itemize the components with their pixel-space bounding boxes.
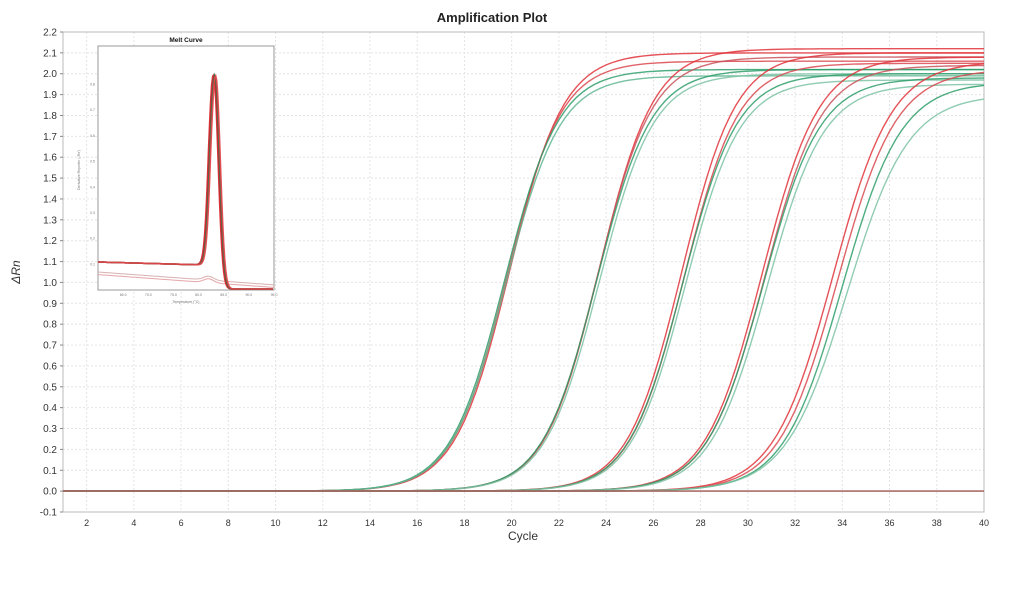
melt-curve-inset: Melt Curve 65.0 70.0 75.0 80.0 85.0 90.0 95.0 0…: [77, 37, 277, 304]
inset-y-label: Derivative Reporter (-Rn'): [77, 150, 81, 190]
x-axis: 2 4 6 8 10 12 14 16 18 20 22 24 26 28 30 32 34 36 38 40: [84, 518, 989, 528]
inset-title: Melt Curve: [169, 37, 203, 44]
x-tick-label: 2: [84, 518, 89, 528]
y-tick-label: 1.3: [43, 215, 57, 226]
inset-x-tick-label: 85.0: [220, 293, 227, 297]
inset-x-tick-label: 65.0: [120, 293, 127, 297]
inset-y-tick-label: 0.6: [90, 134, 95, 138]
inset-y-tick-label: 0.2: [90, 237, 95, 241]
x-tick-label: 38: [932, 518, 942, 528]
y-tick-label: 0.5: [43, 382, 57, 393]
x-tick-label: 16: [412, 518, 422, 528]
y-tick-label: 0.6: [43, 361, 57, 372]
inset-series: [97, 72, 275, 290]
y-tick-label: 0.8: [43, 320, 57, 331]
inset-y-tick-label: 0.5: [90, 160, 95, 164]
y-tick-label: -0.1: [40, 508, 58, 519]
x-tick-label: 12: [318, 518, 328, 528]
x-tick-label: 18: [459, 518, 469, 528]
inset-y-tick-label: 0.7: [90, 108, 95, 112]
x-tick-label: 14: [365, 518, 375, 528]
x-tick-label: 6: [179, 518, 184, 528]
inset-x-tick-label: 95.0: [271, 293, 278, 297]
x-tick-label: 40: [979, 518, 989, 528]
x-tick-label: 28: [696, 518, 706, 528]
y-tick-label: 2.2: [43, 28, 57, 39]
y-tick-label: 0.2: [43, 445, 57, 456]
y-tick-label: 1.0: [43, 278, 57, 289]
x-axis-label: Cycle: [508, 529, 538, 543]
inset-ntc-line: [97, 271, 275, 286]
y-tick-label: 0.3: [43, 424, 57, 435]
plot-frame: [62, 31, 985, 513]
y-tick-label: 0.0: [43, 487, 57, 498]
inset-x-tick-label: 90.0: [245, 293, 252, 297]
inset-melt-line: [98, 73, 273, 290]
y-axis: -0.1 0.0 0.1 0.2 0.3 0.4 0.5 0.6 0.7 0.8 0.9 1.0 1.1…: [40, 28, 63, 519]
x-tick-label: 34: [837, 518, 847, 528]
inset-y-tick-label: 0.4: [90, 185, 95, 189]
y-tick-label: 2.0: [43, 69, 57, 80]
x-tick-label: 20: [507, 518, 517, 528]
series-lines: [63, 48, 985, 492]
inset-axes: 65.0 70.0 75.0 80.0 85.0 90.0 95.0 0.1 0.2 0.3 0.4…: [90, 83, 277, 297]
inset-x-label: Temperature (°C): [173, 300, 200, 304]
y-tick-label: 0.4: [43, 403, 57, 414]
y-tick-label: 1.4: [43, 194, 57, 205]
x-tick-label: 26: [648, 518, 658, 528]
inset-ntc-line: [97, 274, 275, 288]
y-tick-label: 1.6: [43, 153, 57, 164]
inset-frame: [97, 45, 275, 291]
inset-x-tick-label: 80.0: [195, 293, 202, 297]
chart-title: Amplification Plot: [437, 10, 548, 25]
y-tick-label: 1.2: [43, 236, 57, 247]
x-tick-label: 22: [554, 518, 564, 528]
x-tick-label: 4: [131, 518, 136, 528]
x-tick-label: 24: [601, 518, 611, 528]
y-tick-label: 0.7: [43, 341, 57, 352]
inset-x-tick-label: 75.0: [170, 293, 177, 297]
inset-y-tick-label: 0.1: [90, 262, 95, 266]
y-tick-label: 0.9: [43, 299, 57, 310]
x-tick-label: 8: [226, 518, 231, 528]
y-tick-label: 1.1: [43, 257, 57, 268]
y-tick-label: 0.1: [43, 466, 57, 477]
y-axis-label: ΔRn: [9, 260, 23, 285]
y-tick-label: 1.5: [43, 174, 57, 185]
x-tick-label: 30: [743, 518, 753, 528]
y-tick-label: 1.8: [43, 111, 57, 122]
y-tick-label: 1.7: [43, 132, 57, 143]
x-tick-label: 32: [790, 518, 800, 528]
x-tick-label: 10: [271, 518, 281, 528]
inset-y-tick-label: 0.8: [90, 83, 95, 87]
inset-y-tick-label: 0.3: [90, 211, 95, 215]
y-tick-label: 1.9: [43, 90, 57, 101]
y-tick-label: 2.1: [43, 48, 57, 59]
x-tick-label: 36: [885, 518, 895, 528]
inset-x-tick-label: 70.0: [145, 293, 152, 297]
